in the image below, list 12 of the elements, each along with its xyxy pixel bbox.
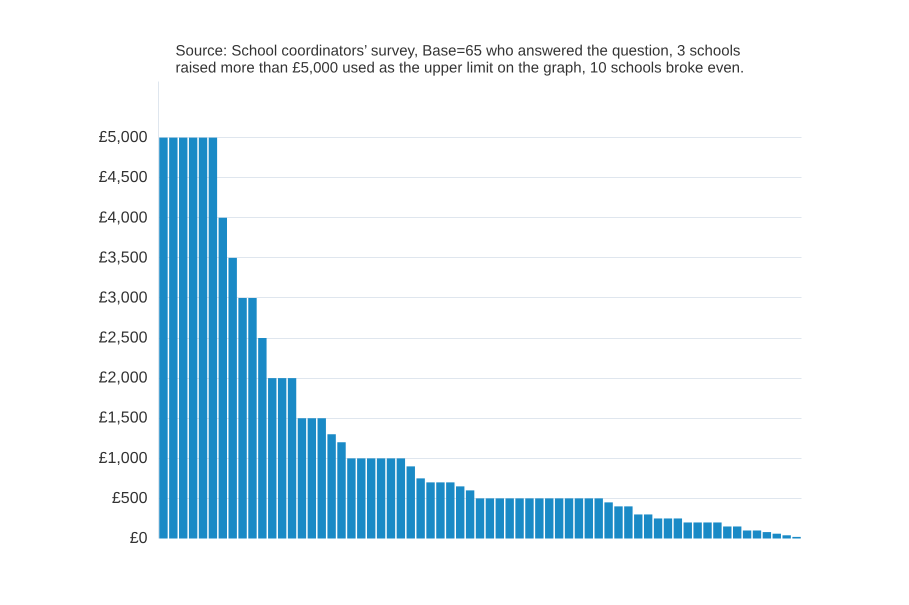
y-tick-label: £5,000 [98, 129, 148, 146]
y-tick-label: £2,000 [98, 370, 148, 387]
y-tick-label: £0 [130, 530, 148, 547]
y-tick-label: £1,000 [98, 450, 148, 467]
y-tick-label: £4,500 [98, 169, 148, 186]
y-tick-label: £2,500 [98, 330, 148, 347]
y-tick-label: £3,500 [98, 249, 148, 266]
source-note: Source: School coordinators’ survey, Base=65 who answered the question, 3 schools raised more than £5,000 used as the upper limit on the graph, 10 schools broke even. [176, 42, 744, 76]
y-tick-label: £4,000 [98, 209, 148, 226]
y-tick-label: £3,000 [98, 289, 148, 306]
y-tick-label: £1,500 [98, 410, 148, 427]
y-tick-label: £500 [112, 490, 148, 507]
